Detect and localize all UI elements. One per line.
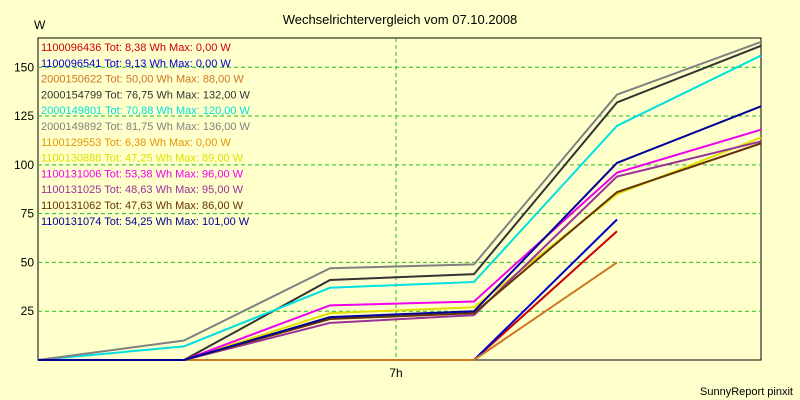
legend-item: 1100131025 Tot: 48,63 Wh Max: 95,00 W xyxy=(41,184,244,196)
series-line-0 xyxy=(473,230,618,361)
y-tick-labels: 25 50 75 100 125 150 xyxy=(14,60,34,318)
y-tick-label: 50 xyxy=(21,255,35,269)
legend-item: 1100096541 Tot: 9,13 Wh Max: 0,00 W xyxy=(41,58,231,70)
legend-item: 1100131062 Tot: 47,63 Wh Max: 86,00 W xyxy=(41,200,244,212)
series-line-5 xyxy=(37,40,762,361)
plot-area xyxy=(37,37,762,361)
y-tick-label: 100 xyxy=(14,158,34,172)
legend-item: 2000149892 Tot: 81,75 Wh Max: 136,00 W xyxy=(41,121,251,133)
legend: 1100096436 Tot: 8,38 Wh Max: 0,00 W 11000… xyxy=(41,42,251,228)
series-line-1 xyxy=(473,218,618,361)
legend-item: 2000149801 Tot: 70,88 Wh Max: 120,00 W xyxy=(41,105,251,117)
chart-title: Wechselrichtervergleich vom 07.10.2008 xyxy=(283,12,518,27)
legend-item: 1100129553 Tot: 6,38 Wh Max: 0,00 W xyxy=(41,137,231,149)
y-axis-label: W xyxy=(34,18,46,32)
y-tick-label: 125 xyxy=(14,109,34,123)
y-tick-label: 75 xyxy=(21,207,35,221)
series-line-4 xyxy=(37,54,762,361)
series-layer xyxy=(37,40,762,361)
x-tick-label: 7h xyxy=(389,366,402,380)
y-tick-label: 150 xyxy=(14,60,34,74)
series-line-11 xyxy=(38,105,762,361)
grid-layer xyxy=(38,38,761,360)
legend-item: 2000150622 Tot: 50,00 Wh Max: 88,00 W xyxy=(41,74,244,86)
footer-credit: SunnyReport pinxit xyxy=(700,386,793,398)
legend-item: 1100096436 Tot: 8,38 Wh Max: 0,00 W xyxy=(41,42,231,54)
legend-item: 1100131074 Tot: 54,25 Wh Max: 101,00 W xyxy=(41,216,250,228)
legend-item: 2000154799 Tot: 76,75 Wh Max: 132,00 W xyxy=(41,89,251,101)
legend-item: 1100131006 Tot: 53,38 Wh Max: 96,00 W xyxy=(41,168,244,180)
legend-item: 1100130888 Tot: 47,25 Wh Max: 89,00 W xyxy=(41,153,244,165)
y-tick-label: 25 xyxy=(21,304,35,318)
